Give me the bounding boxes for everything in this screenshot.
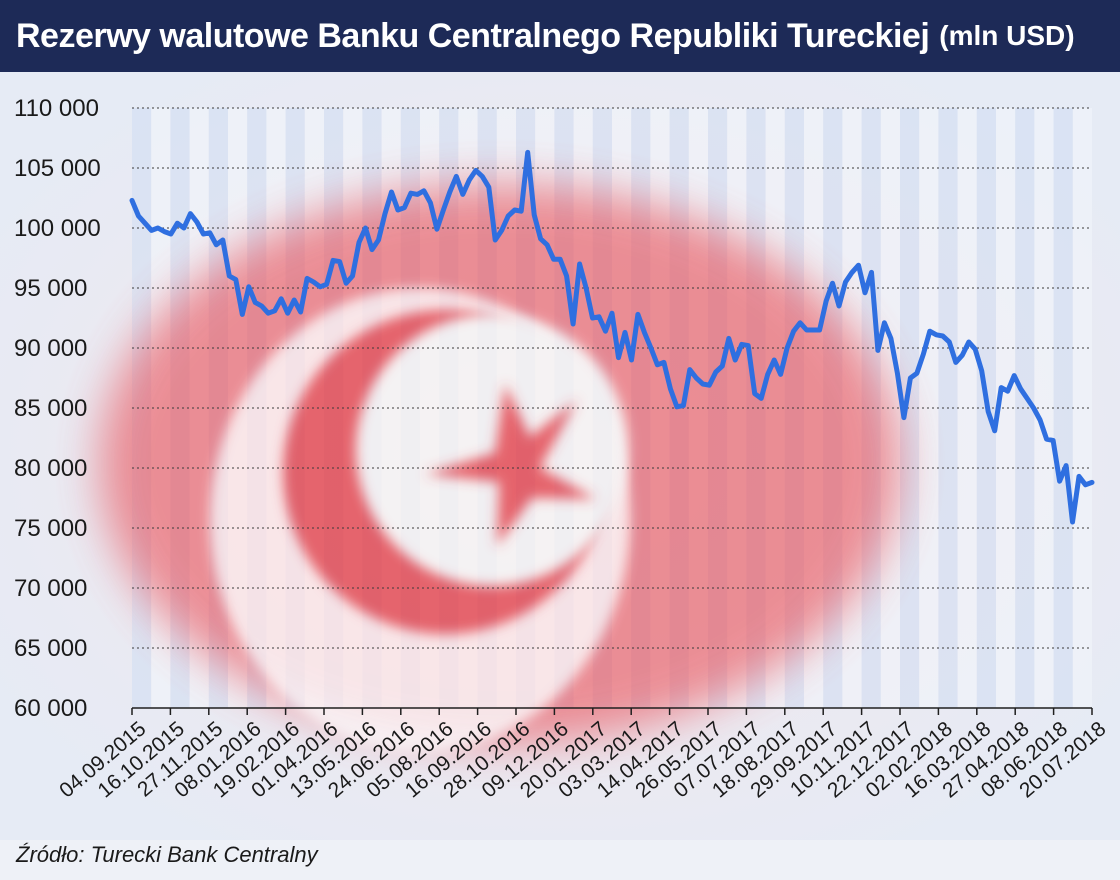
source-note: Źródło: Turecki Bank Centralny <box>16 842 318 867</box>
title-bar: Rezerwy walutowe Banku Centralnego Repub… <box>0 0 1120 72</box>
y-tick-label: 100 000 <box>14 215 101 242</box>
y-tick-label: 75 000 <box>14 515 87 542</box>
y-tick-label: 110 000 <box>14 95 99 122</box>
series-line <box>129 149 1095 525</box>
chart-area: 110 000 105 000 100 000 95 000 90 000 85 000 8… <box>0 72 1120 840</box>
y-tick-label: 95 000 <box>14 275 87 302</box>
chart-band <box>900 108 920 708</box>
y-tick-label: 90 000 <box>14 335 87 362</box>
y-tick-label: 105 000 <box>14 155 101 182</box>
y-axis: 110 000 105 000 100 000 95 000 90 000 85 000 8… <box>14 95 101 722</box>
y-tick-label: 85 000 <box>14 395 87 422</box>
y-tick-label: 70 000 <box>14 575 87 602</box>
chart-band <box>1015 108 1035 708</box>
y-tick-label: 80 000 <box>14 455 87 482</box>
turkish-flag-icon <box>100 184 900 752</box>
y-tick-label: 65 000 <box>14 635 87 662</box>
chart-unit: (mln USD) <box>939 20 1075 51</box>
chart-band <box>996 108 1016 708</box>
y-tick-label: 60 000 <box>14 695 87 722</box>
chart-title: Rezerwy walutowe Banku Centralnego Repub… <box>16 16 930 55</box>
